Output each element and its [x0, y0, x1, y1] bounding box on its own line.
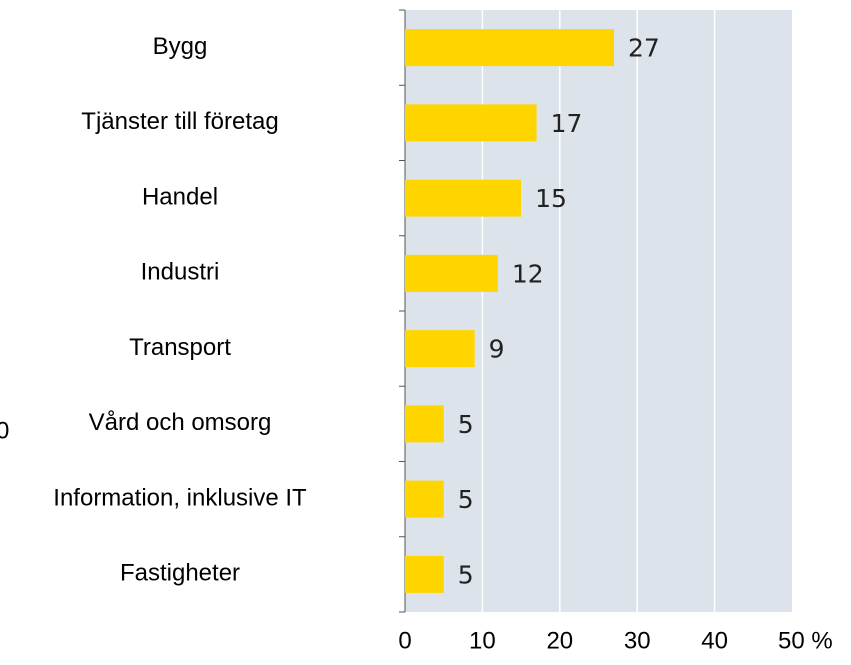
- plot-background: [405, 10, 792, 612]
- value-label: 5: [458, 410, 474, 439]
- x-tick-label: 10: [469, 627, 496, 654]
- value-label: 9: [489, 335, 505, 364]
- value-label: 5: [458, 485, 474, 514]
- bar: [405, 405, 444, 443]
- bar: [405, 555, 444, 593]
- bar: [405, 480, 444, 518]
- bar: [405, 179, 522, 217]
- x-tick-label: 30: [624, 627, 651, 654]
- y-tick-label: Industri: [141, 259, 220, 286]
- y-tick-label: Transport: [129, 334, 231, 361]
- value-label: 15: [535, 184, 567, 213]
- y-tick-label: Information, inklusive IT: [53, 484, 307, 511]
- y-tick-label: Tjänster till företag: [81, 108, 278, 135]
- y-tick-label: Vård och omsorg: [89, 409, 272, 436]
- bar: [405, 29, 614, 67]
- value-label: 12: [512, 259, 544, 288]
- bar: [405, 254, 498, 292]
- value-label: 27: [628, 34, 660, 63]
- bar: [405, 104, 537, 142]
- x-tick-label: 40: [701, 627, 728, 654]
- value-label: 17: [551, 109, 583, 138]
- x-tick-label: 0: [398, 627, 411, 654]
- bar: [405, 330, 475, 368]
- x-tick-label: 50 %: [778, 627, 833, 654]
- y-tick-label: Handel: [142, 183, 218, 210]
- y-tick-label: Bygg: [153, 33, 208, 60]
- value-label: 5: [458, 560, 474, 589]
- annotation: 0: [0, 417, 9, 444]
- y-tick-label: Fastigheter: [120, 560, 240, 587]
- x-tick-label: 20: [546, 627, 573, 654]
